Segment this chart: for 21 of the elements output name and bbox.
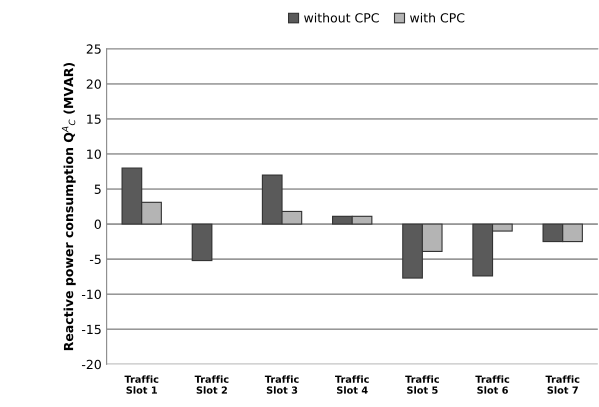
y-tick-label: 20 <box>86 79 101 89</box>
x-tick-label: Traffic Slot 2 <box>194 375 228 394</box>
y-tick-label: 5 <box>94 184 101 194</box>
y-tick-label: -10 <box>82 290 101 300</box>
x-tick-label: Traffic Slot 3 <box>264 375 299 394</box>
x-tick-label: Traffic Slot 1 <box>124 375 158 394</box>
y-tick-label: -5 <box>90 254 101 264</box>
bar <box>192 224 212 262</box>
legend-label: without CPC <box>304 12 379 23</box>
x-tick-label: Traffic Slot 6 <box>475 375 510 394</box>
x-tick-label: Traffic Slot 7 <box>546 375 580 394</box>
x-tick-label: Traffic Slot 5 <box>405 375 439 394</box>
y-tick-label: 15 <box>87 114 101 124</box>
y-tick-label: -20 <box>82 360 101 370</box>
x-tick-label: Traffic Slot 4 <box>335 375 369 394</box>
y-tick-label: 25 <box>86 44 101 54</box>
y-axis-title: Reactive power consumption Q$^{A}$$_{C}$ (MVAR) <box>62 62 76 350</box>
y-tick-label: 10 <box>87 149 101 159</box>
y-tick-label: 0 <box>94 220 101 230</box>
legend-label: with CPC <box>410 12 464 23</box>
y-tick-label: -15 <box>82 324 101 334</box>
